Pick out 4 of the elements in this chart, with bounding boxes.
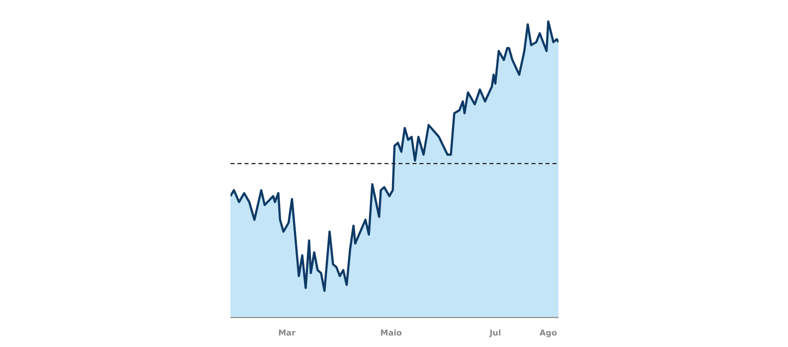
x-tick-label: Mar xyxy=(278,328,296,338)
x-tick-label: Jul xyxy=(488,328,502,338)
x-tick-label: Maio xyxy=(380,328,402,338)
x-tick-label: Ago xyxy=(540,328,558,338)
